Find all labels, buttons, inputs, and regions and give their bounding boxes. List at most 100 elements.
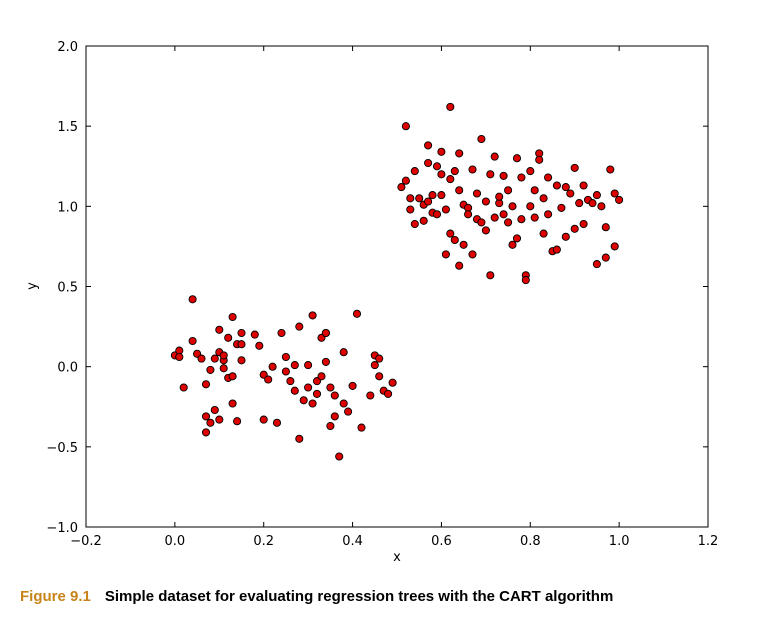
x-axis-label: x [393,550,401,565]
x-tick-label: 0.0 [165,534,186,549]
data-point [295,322,304,331]
data-point [304,361,313,370]
figure-caption: Figure 9.1 Simple dataset for evaluating … [20,588,613,605]
data-point [570,224,579,233]
data-point [441,250,450,259]
data-point [499,210,508,219]
data-point [255,341,264,350]
data-point [579,181,588,190]
data-point [344,407,353,416]
data-point [428,191,437,200]
data-point [290,361,299,370]
data-point [295,434,304,443]
data-point [570,163,579,172]
data-point [317,372,326,381]
data-point [477,134,486,144]
data-point [455,149,464,158]
data-point [592,191,601,200]
y-axis-label: y [25,282,40,290]
data-point [561,183,570,192]
data-point [401,122,410,131]
data-point [539,194,548,203]
data-point [401,176,410,185]
data-point [308,311,317,320]
data-point [175,352,184,362]
data-point [339,399,348,408]
data-point [419,216,428,225]
data-point [561,232,570,241]
data-point [277,328,286,338]
data-point [544,210,553,219]
data-point [237,328,246,338]
axis-tick-labels: −0.2 0.0 0.2 0.4 0.6 0.8 1.0 1.2 −1.0 −0.5 0.0 0.5 1… [46,40,718,549]
data-point [557,203,566,212]
data-point [228,372,237,381]
data-point [477,218,486,227]
data-point [592,260,601,269]
data-point [539,229,548,238]
data-point [437,170,446,179]
data-point [517,173,526,182]
data-point [588,199,597,208]
data-point [215,325,224,334]
data-point [446,229,455,238]
data-point [201,428,211,437]
data-point [530,213,539,222]
data-point [188,336,197,346]
data-point [512,154,522,163]
data-point [268,362,277,371]
data-point [326,383,335,392]
data-point [335,452,344,461]
data-point [224,333,233,342]
x-tick-label: 0.2 [253,534,274,549]
data-point [228,312,237,322]
data-point [601,253,610,262]
data-point [348,381,357,390]
data-point [228,399,237,408]
data-points [170,102,624,461]
data-point [210,354,219,363]
data-point [521,276,530,285]
data-point [281,352,290,362]
data-point [504,186,513,195]
x-tick-label: 1.0 [609,534,630,549]
data-point [388,378,397,387]
y-tick-label: 1.5 [57,120,78,135]
data-point [544,173,553,182]
data-point [330,391,339,400]
data-point [375,354,384,363]
data-point [424,197,433,206]
data-point [366,391,375,400]
axis-ticks [85,45,709,528]
data-point [432,210,442,219]
x-tick-label: −0.2 [70,534,102,549]
y-tick-label: 1.0 [57,200,78,215]
data-point [526,202,535,211]
scatter-chart: −0.2 0.0 0.2 0.4 0.6 0.8 1.0 1.2 −1.0 −0.5 0.0 0.5 1… [25,40,718,565]
data-point [197,354,206,363]
data-point [517,215,526,224]
data-point [432,162,442,171]
data-point [188,295,197,304]
data-point [179,383,188,392]
data-point [464,210,473,219]
figure-number: Figure 9.1 [20,588,91,605]
data-point [237,356,246,365]
data-point [455,186,464,195]
y-tick-label: −1.0 [46,521,78,536]
data-point [530,186,539,195]
data-point [575,199,584,208]
data-point [339,348,348,357]
data-point [495,192,504,201]
data-point [486,271,495,280]
data-point [308,399,317,408]
data-point [552,181,561,190]
plot-area [85,45,709,528]
data-point [406,194,415,203]
data-point [201,380,211,389]
data-point [272,418,282,427]
data-point [481,197,490,206]
data-point [526,167,535,176]
data-point [459,240,468,249]
data-point [259,415,268,424]
